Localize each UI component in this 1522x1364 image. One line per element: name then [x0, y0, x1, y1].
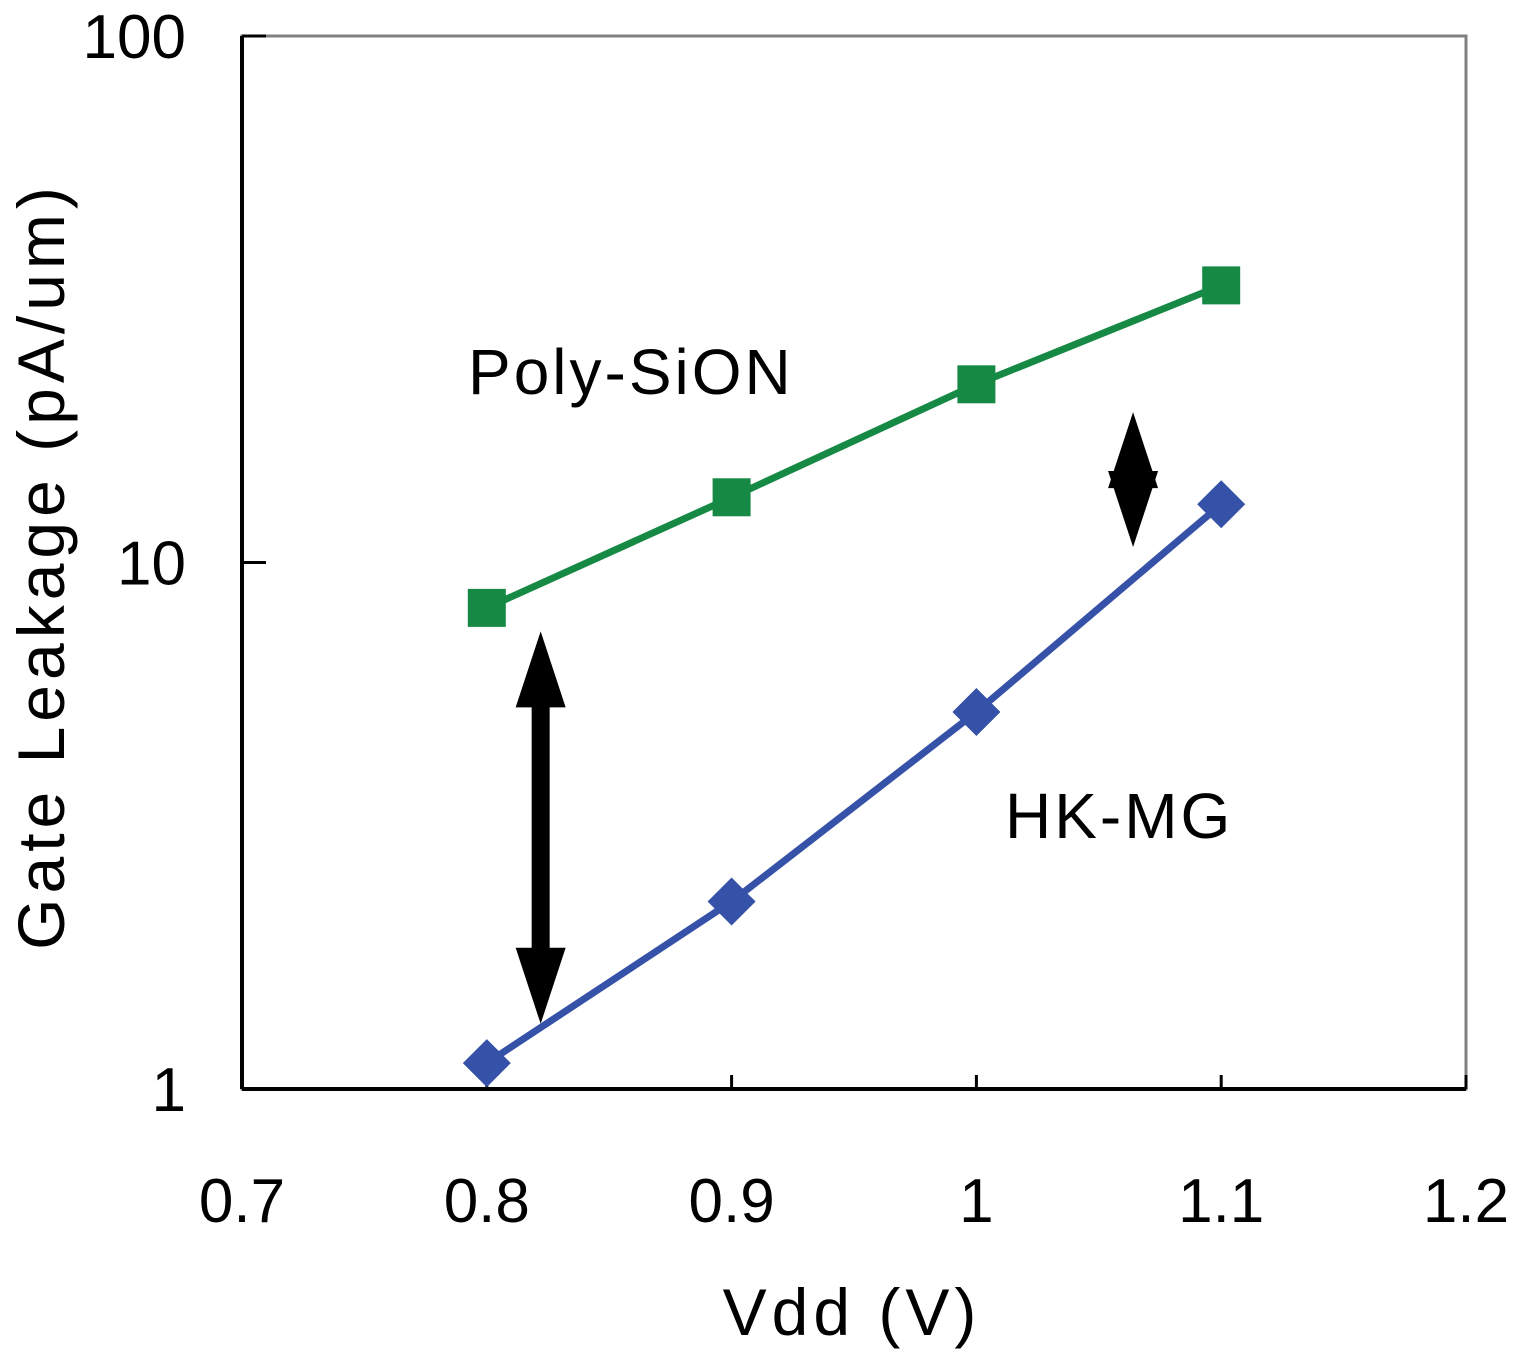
y-tick-label-1: 10	[117, 530, 186, 599]
y-tick-label-2: 100	[83, 3, 186, 72]
double-arrow-head-down-0	[515, 947, 566, 1024]
x-tick-label-5: 1.2	[1423, 1167, 1509, 1236]
y-axis-title: Gate Leakage (pA/um)	[4, 182, 78, 950]
axis-ticks	[240, 34, 1468, 1091]
series-label-hk-mg: HK-MG	[1005, 780, 1233, 852]
series-label-poly-sion: Poly-SiON	[468, 336, 794, 408]
double-arrow-shaft-0	[531, 705, 550, 950]
x-axis-title: Vdd (V)	[723, 1275, 982, 1349]
marker-poly-sion-3	[1202, 266, 1241, 305]
annotation-layer	[515, 412, 1159, 1024]
series-hk-mg	[462, 480, 1246, 1088]
series-layer	[462, 266, 1246, 1088]
marker-poly-sion-2	[957, 365, 996, 404]
plot-frame	[240, 34, 1468, 1091]
marker-hk-mg-0	[462, 1039, 511, 1088]
double-arrow-0	[515, 631, 566, 1024]
x-tick-label-4: 1.1	[1178, 1167, 1264, 1236]
series-poly-sion	[467, 266, 1241, 627]
double-arrow-1	[1108, 412, 1159, 548]
double-arrow-head-down-1	[1108, 471, 1159, 548]
marker-poly-sion-0	[467, 588, 506, 627]
marker-poly-sion-1	[712, 478, 751, 517]
y-tick-labels: 1 10 100	[83, 3, 186, 1125]
double-arrow-head-up-0	[515, 631, 566, 708]
x-tick-label-3: 1	[959, 1167, 993, 1236]
marker-hk-mg-2	[952, 688, 1001, 737]
x-tick-label-0: 0.7	[199, 1167, 285, 1236]
marker-hk-mg-1	[707, 877, 756, 926]
y-tick-label-0: 1	[152, 1056, 186, 1125]
series-line-hk-mg	[484, 501, 1224, 1067]
x-tick-label-2: 0.9	[688, 1167, 774, 1236]
marker-hk-mg-3	[1197, 480, 1246, 529]
series-line-poly-sion	[485, 282, 1223, 612]
x-tick-label-1: 0.8	[444, 1167, 530, 1236]
double-arrow-head-up-1	[1108, 412, 1159, 489]
x-tick-labels: 0.7 0.8 0.9 1 1.1 1.2	[199, 1167, 1509, 1236]
